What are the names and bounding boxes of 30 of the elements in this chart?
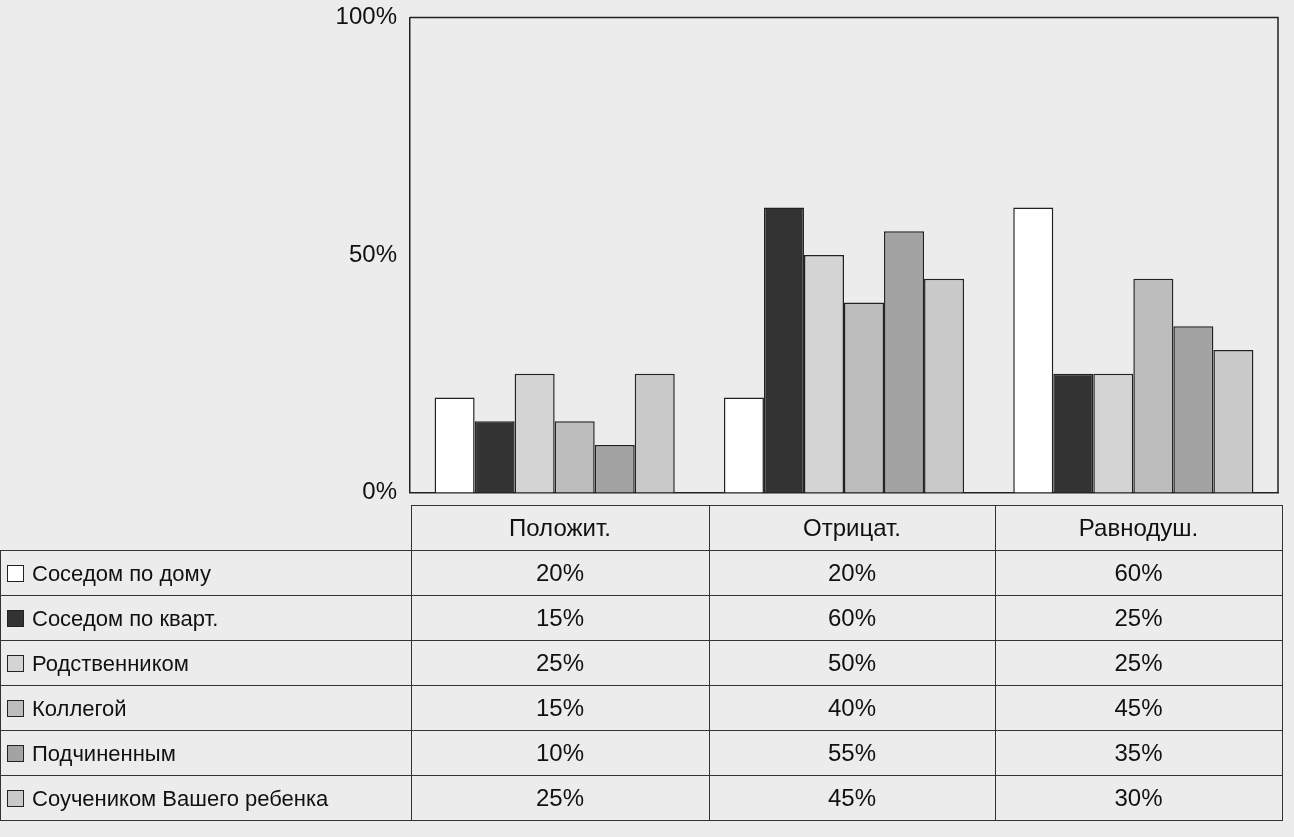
- x-tick-label: Отрицат.: [709, 505, 995, 551]
- legend-label: Соседом по кварт.: [32, 606, 219, 631]
- legend-label: Коллегой: [32, 696, 127, 721]
- data-label: 60%: [709, 595, 995, 641]
- legend-label: Родственником: [32, 651, 189, 676]
- legend-label: Подчиненным: [32, 741, 176, 766]
- data-label: 40%: [709, 685, 995, 731]
- data-label: 20%: [709, 550, 995, 596]
- data-label: 25%: [995, 640, 1282, 686]
- data-label: 25%: [411, 775, 709, 821]
- data-label: 15%: [411, 685, 709, 731]
- y-tick-label: 100%: [335, 2, 397, 30]
- x-tick-label: Положит.: [411, 505, 709, 551]
- y-tick-label: 50%: [348, 239, 397, 267]
- legend-label: Соседом по дому: [32, 561, 211, 586]
- data-label: 20%: [411, 550, 709, 596]
- data-label: 25%: [411, 640, 709, 686]
- data-label: 60%: [995, 550, 1282, 596]
- legend-label: Соучеником Вашего ребенка: [32, 786, 329, 811]
- data-label: 50%: [709, 640, 995, 686]
- data-label: 35%: [995, 730, 1282, 776]
- data-label: 45%: [995, 685, 1282, 731]
- data-label: 15%: [411, 595, 709, 641]
- data-label: 45%: [709, 775, 995, 821]
- data-label: 10%: [411, 730, 709, 776]
- x-tick-label: Равнодуш.: [995, 505, 1282, 551]
- data-label: 25%: [995, 595, 1282, 641]
- data-label: 30%: [995, 775, 1282, 821]
- y-tick-label: 0%: [362, 477, 397, 505]
- data-label: 55%: [709, 730, 995, 776]
